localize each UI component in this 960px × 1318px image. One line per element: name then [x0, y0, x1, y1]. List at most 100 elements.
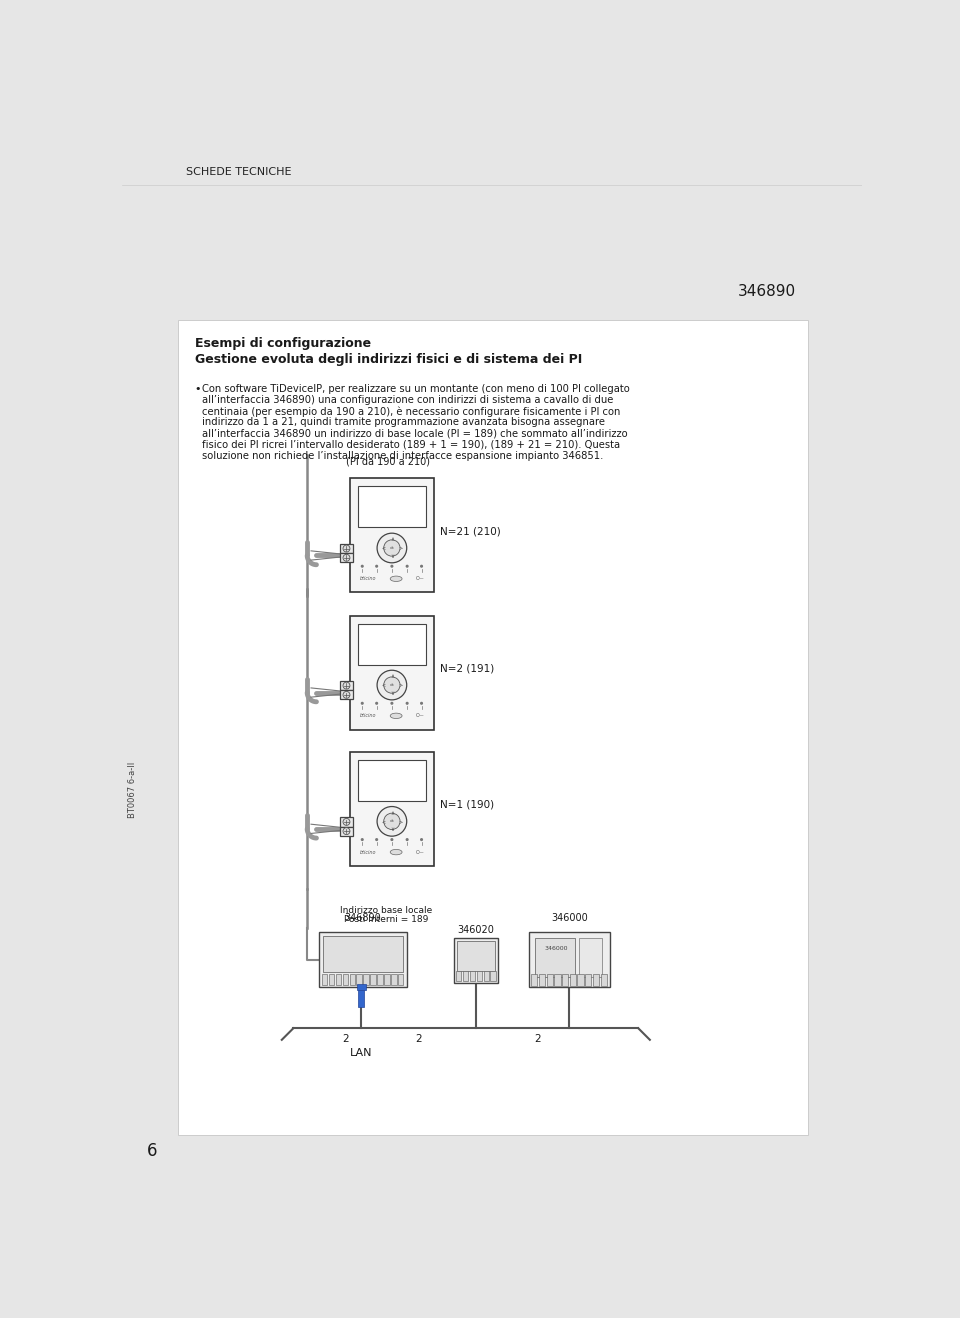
Circle shape — [361, 701, 364, 705]
Circle shape — [375, 838, 378, 841]
Bar — [349, 478, 434, 592]
Bar — [358, 990, 365, 1007]
Text: centinaia (per esempio da 190 a 210), è necessario configurare fisicamente i PI : centinaia (per esempio da 190 a 210), è … — [203, 406, 621, 416]
Text: O—: O— — [416, 850, 424, 854]
Circle shape — [406, 838, 409, 841]
Bar — [358, 486, 426, 527]
Bar — [340, 544, 352, 554]
Bar — [340, 817, 352, 826]
Bar — [601, 974, 607, 986]
Circle shape — [384, 540, 400, 556]
Bar — [349, 616, 434, 729]
Circle shape — [343, 692, 350, 699]
Text: Posti Interni = 189: Posti Interni = 189 — [344, 915, 428, 924]
Circle shape — [375, 701, 378, 705]
Circle shape — [384, 677, 400, 693]
Bar — [336, 974, 341, 985]
Circle shape — [420, 701, 423, 705]
Circle shape — [343, 555, 350, 561]
Bar — [356, 974, 362, 985]
Circle shape — [343, 683, 350, 689]
Bar — [371, 974, 375, 985]
Circle shape — [406, 701, 409, 705]
Bar — [586, 974, 591, 986]
Bar — [340, 681, 352, 691]
Text: ok: ok — [390, 820, 395, 824]
Bar — [484, 971, 489, 982]
Text: bticino: bticino — [360, 850, 376, 854]
Circle shape — [384, 813, 400, 829]
Bar — [340, 554, 352, 563]
Bar — [340, 826, 352, 836]
Circle shape — [377, 671, 407, 700]
Bar — [398, 974, 403, 985]
Ellipse shape — [390, 713, 402, 718]
Text: O—: O— — [416, 576, 424, 581]
Text: ∨: ∨ — [390, 554, 394, 559]
Circle shape — [391, 564, 394, 568]
Bar — [579, 938, 602, 977]
Text: 2: 2 — [535, 1035, 541, 1044]
Text: LAN: LAN — [350, 1048, 372, 1058]
Text: all’interfaccia 346890) una configurazione con indirizzi di sistema a cavallo di: all’interfaccia 346890) una configurazio… — [203, 395, 613, 405]
Circle shape — [343, 818, 350, 825]
Text: fisico dei PI ricrei l’intervallo desiderato (189 + 1 = 190), (189 + 21 = 210). : fisico dei PI ricrei l’intervallo deside… — [203, 440, 620, 449]
Bar — [463, 971, 468, 982]
Bar — [328, 974, 334, 985]
Bar — [529, 932, 610, 987]
Text: Gestione evoluta degli indirizzi fisici e di sistema dei PI: Gestione evoluta degli indirizzi fisici … — [195, 353, 582, 366]
Bar — [535, 938, 575, 977]
Text: indirizzo da 1 a 21, quindi tramite programmazione avanzata bisogna assegnare: indirizzo da 1 a 21, quindi tramite prog… — [203, 418, 606, 427]
Bar — [322, 974, 327, 985]
Bar — [377, 974, 383, 985]
Text: bticino: bticino — [360, 713, 376, 718]
Text: SCHEDE TECNICHE: SCHEDE TECNICHE — [185, 167, 291, 177]
Text: ∧: ∧ — [390, 811, 394, 816]
Bar — [593, 974, 599, 986]
Bar — [570, 974, 576, 986]
Text: N=21 (210): N=21 (210) — [441, 527, 501, 536]
Circle shape — [361, 564, 364, 568]
Text: 346000: 346000 — [551, 913, 588, 923]
Bar — [453, 938, 498, 983]
Text: N=2 (191): N=2 (191) — [441, 664, 494, 673]
Text: N=1 (190): N=1 (190) — [441, 800, 494, 811]
Text: BT0067 6-a-II: BT0067 6-a-II — [128, 762, 137, 817]
Text: <: < — [382, 683, 386, 688]
Text: >: > — [398, 546, 402, 551]
Bar — [349, 751, 434, 866]
Circle shape — [343, 546, 350, 552]
Text: <: < — [382, 818, 386, 824]
Text: >: > — [398, 683, 402, 688]
Text: (PI da 190 a 210): (PI da 190 a 210) — [346, 457, 430, 467]
Circle shape — [377, 534, 407, 563]
Text: ∨: ∨ — [390, 691, 394, 696]
Circle shape — [377, 807, 407, 836]
Text: 2: 2 — [416, 1035, 421, 1044]
Bar — [578, 974, 584, 986]
Bar — [469, 971, 475, 982]
Text: 346020: 346020 — [457, 925, 494, 934]
Text: ok: ok — [390, 546, 395, 550]
Bar — [123, 158, 861, 185]
Text: ∧: ∧ — [390, 538, 394, 542]
Bar — [356, 983, 366, 990]
Bar — [562, 974, 568, 986]
Bar — [343, 974, 348, 985]
Text: all’interfaccia 346890 un indirizzo di base locale (PI = 189) che sommato all’in: all’interfaccia 346890 un indirizzo di b… — [203, 428, 628, 439]
Bar — [323, 936, 403, 973]
Bar — [476, 971, 482, 982]
Circle shape — [391, 838, 394, 841]
Bar — [358, 623, 426, 664]
Bar — [364, 974, 369, 985]
Circle shape — [420, 564, 423, 568]
Text: Con software TiDeviceIP, per realizzare su un montante (con meno di 100 PI colle: Con software TiDeviceIP, per realizzare … — [203, 384, 630, 394]
Bar — [340, 691, 352, 700]
Text: bticino: bticino — [360, 576, 376, 581]
Text: soluzione non richiede l’installazione di interfacce espansione impianto 346851.: soluzione non richiede l’installazione d… — [203, 451, 604, 461]
Bar — [384, 974, 390, 985]
Text: 6: 6 — [147, 1143, 156, 1160]
Circle shape — [406, 564, 409, 568]
Ellipse shape — [390, 576, 402, 581]
Text: 2: 2 — [343, 1035, 349, 1044]
